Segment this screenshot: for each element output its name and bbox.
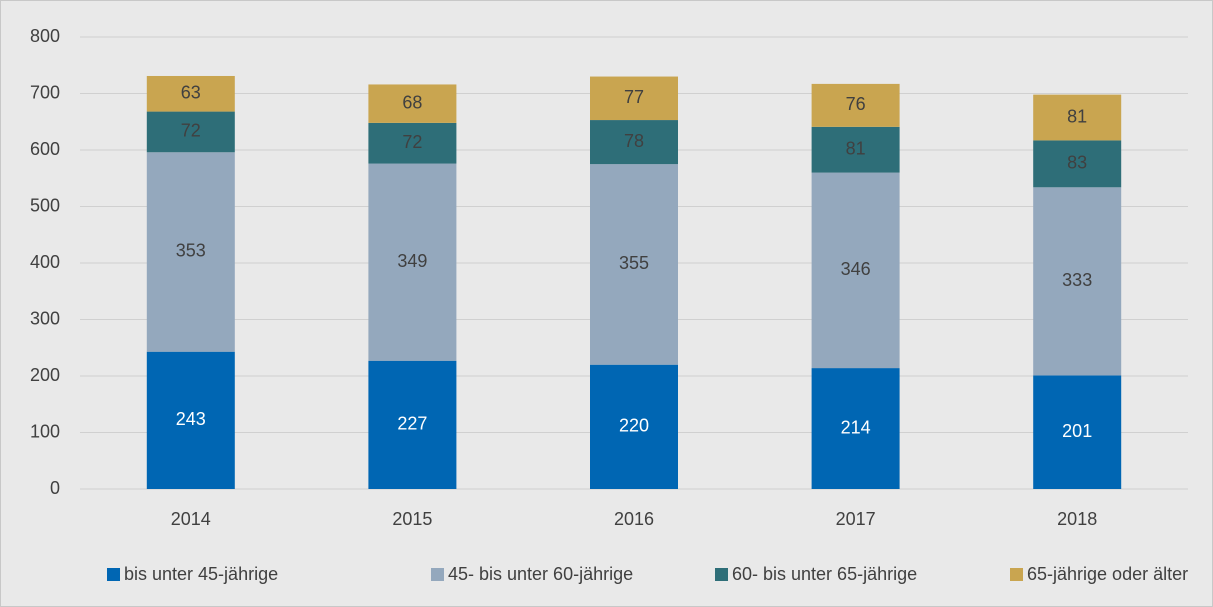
bar-segment	[590, 120, 678, 165]
bar-segment	[146, 351, 235, 489]
bar-segment	[590, 364, 678, 489]
bar-segment	[1033, 187, 1122, 376]
data-label: 78	[624, 131, 644, 151]
bar-segment	[811, 172, 900, 369]
legend-label: bis unter 45-jährige	[124, 564, 278, 584]
data-label: 81	[1067, 106, 1087, 126]
data-label: 355	[619, 253, 649, 273]
y-tick-label: 500	[30, 195, 60, 215]
y-tick-label: 100	[30, 421, 60, 441]
data-label: 346	[841, 259, 871, 279]
data-label: 349	[397, 251, 427, 271]
data-label: 220	[619, 416, 649, 436]
x-tick-label: 2018	[1057, 509, 1097, 529]
data-label: 81	[846, 138, 866, 158]
y-tick-label: 600	[30, 139, 60, 159]
legend-swatch	[431, 568, 444, 581]
x-tick-label: 2014	[171, 509, 211, 529]
bar-segment	[1033, 140, 1122, 188]
data-label: 83	[1067, 153, 1087, 173]
bar-segment	[368, 84, 457, 123]
bar-segment	[1033, 375, 1122, 489]
y-tick-label: 200	[30, 365, 60, 385]
data-label: 77	[624, 87, 644, 107]
legend-swatch	[1010, 568, 1023, 581]
legend-label: 45- bis unter 60-jährige	[448, 564, 633, 584]
bar-segment	[811, 368, 900, 489]
data-label: 63	[181, 83, 201, 103]
bar-segment	[146, 111, 235, 153]
legend-swatch	[715, 568, 728, 581]
data-label: 72	[181, 121, 201, 141]
y-tick-label: 0	[50, 478, 60, 498]
bar-segment	[590, 164, 678, 365]
data-label: 76	[846, 94, 866, 114]
bar-segment	[368, 163, 457, 361]
bar-segment	[146, 152, 235, 352]
bar-segment	[811, 126, 900, 173]
x-tick-label: 2016	[614, 509, 654, 529]
x-tick-label: 2015	[392, 509, 432, 529]
legend-label: 60- bis unter 65-jährige	[732, 564, 917, 584]
data-label: 68	[402, 92, 422, 112]
bar-segment	[590, 76, 678, 121]
y-tick-label: 400	[30, 252, 60, 272]
legend-swatch	[107, 568, 120, 581]
bar-segment	[1033, 94, 1122, 141]
data-label: 227	[397, 414, 427, 434]
bar-segment	[368, 360, 457, 489]
data-label: 201	[1062, 421, 1092, 441]
y-tick-label: 800	[30, 26, 60, 46]
bar-segment	[146, 75, 235, 112]
legend-label: 65-jährige oder älter	[1027, 564, 1188, 584]
data-label: 214	[841, 417, 871, 437]
data-label: 72	[402, 132, 422, 152]
bar-segment	[811, 83, 900, 127]
y-tick-label: 300	[30, 308, 60, 328]
y-tick-label: 700	[30, 82, 60, 102]
data-label: 243	[176, 409, 206, 429]
bar-segment	[368, 122, 457, 164]
data-label: 353	[176, 241, 206, 261]
x-tick-label: 2017	[836, 509, 876, 529]
data-label: 333	[1062, 270, 1092, 290]
